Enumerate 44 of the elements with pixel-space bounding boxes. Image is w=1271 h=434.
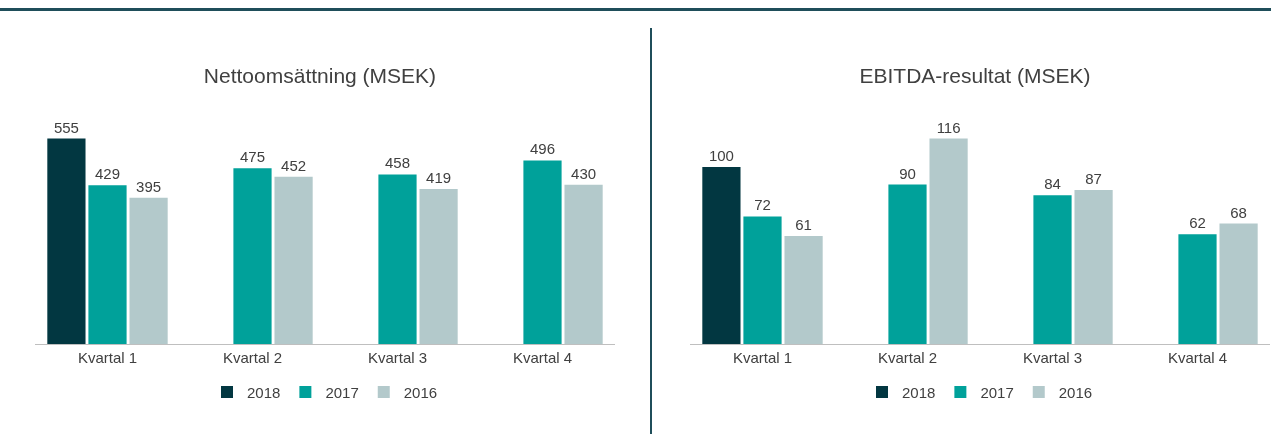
data-label: 395 (136, 177, 162, 195)
legend-label: 2018 (247, 383, 281, 401)
bar (523, 160, 562, 344)
bar (378, 174, 417, 344)
bar (1033, 195, 1072, 344)
x-tick-label: Kvartal 3 (367, 349, 428, 366)
data-label: 84 (1044, 175, 1061, 193)
bar (743, 216, 782, 344)
data-label: 61 (795, 215, 812, 233)
legend-label: 2017 (980, 383, 1014, 401)
x-tick-label: Kvartal 4 (512, 349, 573, 366)
bar (88, 185, 127, 344)
data-label: 90 (899, 164, 916, 182)
data-label: 429 (94, 165, 121, 183)
data-label: 100 (708, 146, 734, 164)
bar (702, 166, 741, 344)
x-tick-label: Kvartal 1 (77, 349, 138, 366)
data-label: 68 (1230, 203, 1247, 221)
data-label: 475 (239, 148, 266, 166)
bar (47, 138, 86, 344)
x-tick-label: Kvartal 1 (732, 349, 793, 366)
legend-label: 2018 (902, 383, 936, 401)
x-tick-label: Kvartal 3 (1022, 349, 1083, 366)
bar (888, 184, 927, 344)
chart-title: Nettoomsättning (MSEK) (203, 64, 437, 88)
data-label: 62 (1189, 214, 1206, 232)
data-label: 452 (281, 156, 307, 174)
data-label: 72 (754, 196, 771, 214)
data-label: 458 (384, 154, 411, 172)
chart-title: EBITDA-resultat (MSEK) (859, 64, 1091, 88)
data-label: 116 (936, 118, 961, 136)
legend-label: 2016 (1058, 383, 1093, 401)
x-tick-label: Kvartal 2 (877, 349, 938, 366)
legend-label: 2017 (325, 383, 359, 401)
data-label: 430 (571, 164, 597, 182)
legend-label: 2016 (403, 383, 438, 401)
bar (233, 168, 272, 344)
data-label: 419 (426, 168, 452, 186)
x-tick-label: Kvartal 2 (222, 349, 283, 366)
data-label: 496 (529, 140, 556, 158)
data-label: 555 (53, 118, 79, 136)
bar (1178, 234, 1217, 344)
x-tick-label: Kvartal 4 (1167, 349, 1228, 366)
data-label: 87 (1085, 169, 1102, 187)
